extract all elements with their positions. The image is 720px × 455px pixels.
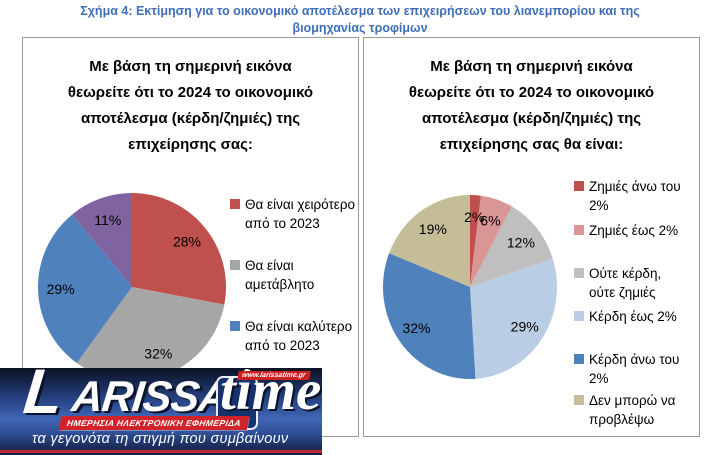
- legend-swatch: [574, 311, 584, 321]
- logo-banner-text: ΗΜΕΡΗΣΙΑ ΗΛΕΚΤΡΟΝΙΚΗ ΕΦΗΜΕΡΙΔΑ: [58, 416, 250, 430]
- pie-slice-percentage: 28%: [173, 234, 201, 250]
- pie-slice-percentage: 6%: [480, 213, 500, 229]
- legend-swatch: [574, 268, 584, 278]
- figure-title-line2: βιομηχανίας τροφίμων: [292, 21, 428, 35]
- larissatime-logo: L ARISSA time www.larissatime.gr ΗΜΕΡΗΣΙ…: [0, 357, 322, 455]
- legend-swatch: [230, 260, 240, 270]
- question-line: θεωρείτε ότι το 2024 το οικονομικό: [408, 84, 655, 101]
- legend-item: Θα είναι αμετάβλητο: [230, 256, 356, 294]
- legend-label: Θα είναι καλύτερο από το 2023: [245, 319, 353, 353]
- pie-slice: [76, 287, 225, 382]
- question-line: επιχείρησης σας θα είναι:: [439, 136, 624, 153]
- legend-label: Κέρδη έως 2%: [589, 309, 677, 324]
- logo-website-url: www.larissatime.gr: [237, 371, 311, 380]
- pie-slice: [37, 214, 132, 364]
- legend-label: Θα είναι αμετάβλητο: [245, 258, 315, 292]
- legend-item: Ζημιές άνω του 2%: [574, 177, 686, 215]
- pie-chart-right: 2%6% 12% 29% 32% 19%: [382, 195, 557, 380]
- pie-slice: [470, 206, 553, 287]
- pie-slice-percentage: 32%: [402, 320, 430, 336]
- legend-item: Κέρδη έως 2%: [574, 307, 686, 326]
- legend-swatch: [574, 225, 584, 235]
- legend-swatch: [574, 181, 584, 191]
- pie-slice-percentage: 11%: [94, 212, 121, 228]
- legend-label: Ούτε κέρδη, ούτε ζημιές: [589, 266, 662, 300]
- legend-swatch: [574, 395, 584, 405]
- pie-slice-percentage: 32%: [144, 345, 172, 361]
- pie-slice: [470, 258, 557, 379]
- pie-slice: [382, 253, 476, 380]
- pie-slice: [470, 195, 481, 287]
- legend-item: Θα είναι καλύτερο από το 2023: [230, 317, 356, 355]
- legend-swatch: [574, 354, 584, 364]
- pie-slice: [389, 195, 470, 287]
- pie-slice-percentage: 19%: [419, 221, 447, 237]
- pie-slice-percentage: 29%: [511, 318, 539, 334]
- pie-slice-percentage: 12%: [507, 234, 535, 250]
- legend-swatch: [230, 199, 240, 209]
- legend-item: Κέρδη άνω του 2%: [574, 350, 686, 388]
- question-line: θεωρείτε ότι το 2024 το οικονομικό: [67, 84, 314, 101]
- legend-label: Δεν μπορώ να προβλέψω: [589, 393, 676, 427]
- legend-item: Ούτε κέρδη, ούτε ζημιές: [574, 264, 686, 302]
- legend-label: Κέρδη άνω του 2%: [589, 352, 680, 386]
- question-line: Με βάση τη σημερινή εικόνα: [89, 58, 292, 75]
- pie-slice: [72, 193, 132, 287]
- pie-slice: [132, 192, 227, 305]
- pie-slice-percentage: 29%: [47, 281, 75, 297]
- pie-slice: [470, 195, 512, 287]
- legend-label: Ζημιές άνω του 2%: [589, 179, 681, 213]
- figure-title-line1: Σχήμα 4: Εκτίμηση για το οικονομικό αποτ…: [80, 4, 640, 18]
- question-line: αποτέλεσμα (κέρδη/ζημιές) της: [421, 110, 642, 127]
- question-line: Με βάση τη σημερινή εικόνα: [430, 58, 633, 75]
- legend-swatch: [230, 321, 240, 331]
- legend-item: Ζημιές έως 2%: [574, 221, 686, 240]
- legend-item: Θα είναι χειρότερο από το 2023: [230, 195, 356, 233]
- chart-question: Με βάση τη σημερινή εικόνα θεωρείτε ότι …: [60, 54, 322, 158]
- panel-expected-2024-result: 2% 6% 12% 29% 32% 19% Με βάση τη σημερινή εικ…: [363, 37, 700, 437]
- logo-tagline: τα γεγονότα τη στιγμή που συμβαίνουν: [32, 431, 289, 447]
- pie-slice-percentage: 2%: [464, 209, 484, 225]
- legend-label: Θα είναι χειρότερο από το 2023: [245, 197, 356, 231]
- logo-wordmark-rest: ARISSA: [69, 373, 232, 421]
- legend-item: Δεν μπορώ να προβλέψω: [574, 391, 686, 429]
- question-line: αποτέλεσμα (κέρδη/ζημιές) της: [80, 110, 301, 127]
- legend-label: Ζημιές έως 2%: [589, 223, 679, 238]
- figure-title: Σχήμα 4: Εκτίμηση για το οικονομικό αποτ…: [0, 3, 720, 37]
- logo-letter-l: L: [20, 357, 67, 427]
- chart-question: Με βάση τη σημερινή εικόνα θεωρείτε ότι …: [401, 54, 663, 158]
- logo-red-stripe: [0, 450, 322, 453]
- question-line: επιχείρησης σας:: [128, 136, 253, 153]
- pie-chart-left: 28% 32% 29% 11%: [37, 192, 227, 382]
